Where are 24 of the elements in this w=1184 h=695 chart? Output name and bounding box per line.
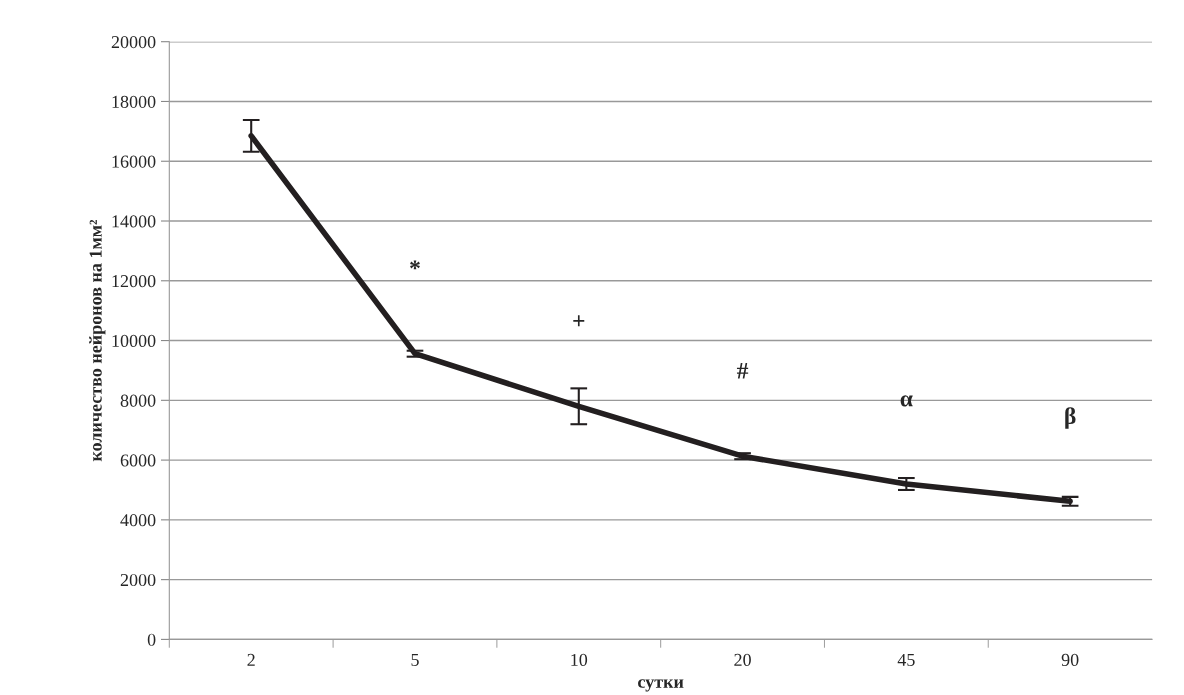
annotation: # — [736, 363, 749, 379]
y-tick-label: 0 — [147, 633, 156, 646]
x-tick-label: 45 — [897, 653, 915, 666]
annotation: β — [1065, 407, 1076, 429]
y-tick-label: 2000 — [120, 573, 156, 587]
x-tick-label: 2 — [247, 653, 255, 666]
annotation: α — [900, 395, 913, 407]
y-tick-label: 14000 — [112, 215, 156, 228]
y-tick-label: 12000 — [112, 275, 156, 288]
x-tick-label: 10 — [571, 653, 588, 666]
y-tick-label: 6000 — [120, 454, 156, 467]
annotation: + — [573, 315, 585, 327]
annotation: * — [410, 260, 420, 270]
y-tick-label: 10000 — [112, 334, 156, 347]
x-axis-title: сутки — [638, 679, 684, 692]
y-tick-label: 16000 — [112, 155, 156, 168]
y-axis-title: количество нейронов на 1мм² — [89, 219, 106, 462]
y-tick-label: 18000 — [112, 95, 156, 108]
x-tick-label: 90 — [1061, 653, 1079, 666]
x-tick-label: 20 — [734, 653, 751, 666]
y-tick-label: 4000 — [120, 514, 156, 527]
y-tick-label: 20000 — [111, 35, 156, 49]
y-tick-label: 8000 — [120, 394, 156, 407]
x-tick-label: 5 — [411, 653, 419, 666]
